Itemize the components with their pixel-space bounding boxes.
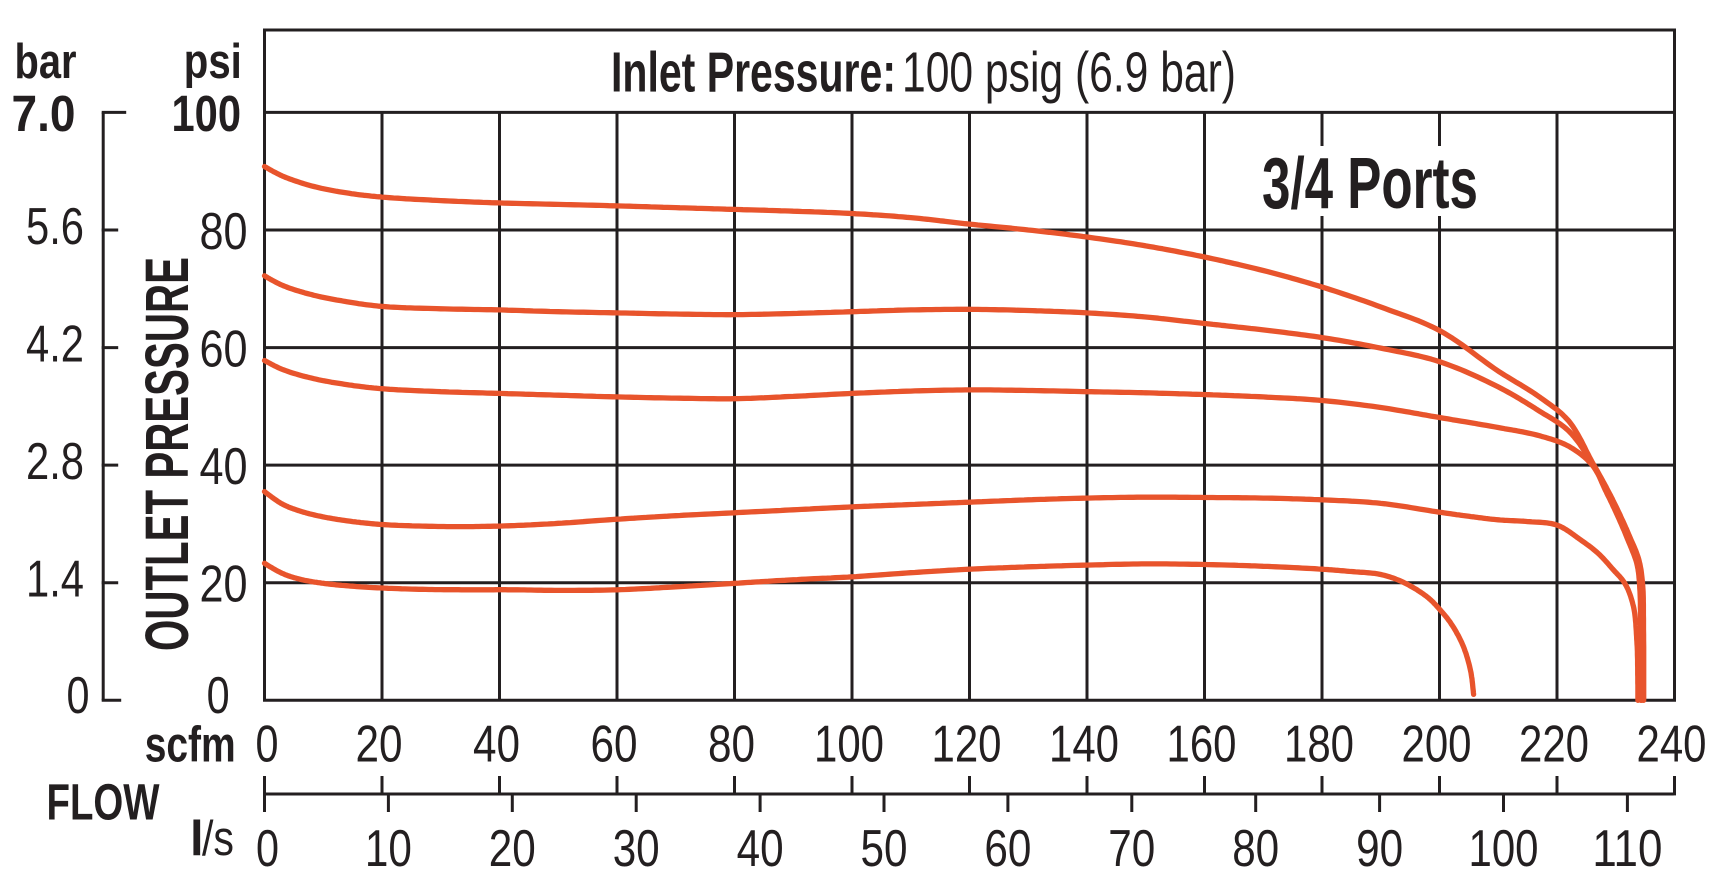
svg-text:0: 0 (256, 715, 279, 773)
svg-text:5.6: 5.6 (26, 197, 84, 255)
svg-text:240: 240 (1637, 715, 1707, 773)
svg-text:OUTLET PRESSURE: OUTLET PRESSURE (133, 257, 201, 651)
svg-text:100: 100 (1469, 819, 1539, 877)
svg-text:80: 80 (200, 202, 248, 260)
svg-text:140: 140 (1049, 715, 1119, 773)
svg-text:0: 0 (207, 666, 230, 724)
svg-text:160: 160 (1167, 715, 1237, 773)
svg-text:10: 10 (365, 819, 412, 877)
svg-text:80: 80 (1232, 819, 1279, 877)
svg-text:psi: psi (184, 35, 242, 89)
svg-text:bar: bar (15, 35, 77, 89)
svg-text:40: 40 (473, 715, 520, 773)
svg-text:30: 30 (613, 819, 660, 877)
svg-text:120: 120 (932, 715, 1002, 773)
svg-text:180: 180 (1284, 715, 1354, 773)
svg-text:100: 100 (814, 715, 884, 773)
svg-text:220: 220 (1519, 715, 1589, 773)
svg-text:Inlet Pressure:: Inlet Pressure: (611, 40, 896, 104)
svg-text:40: 40 (737, 819, 784, 877)
svg-text:110: 110 (1592, 819, 1662, 877)
svg-text:70: 70 (1108, 819, 1155, 877)
svg-text:80: 80 (708, 715, 755, 773)
svg-text:4.2: 4.2 (26, 315, 84, 373)
svg-text:FLOW: FLOW (47, 774, 161, 831)
svg-text:2.8: 2.8 (26, 432, 84, 490)
svg-text:l: l (190, 812, 204, 866)
svg-text:100: 100 (172, 85, 242, 142)
svg-text:3/4 Ports: 3/4 Ports (1262, 144, 1478, 224)
svg-text:1.4: 1.4 (26, 550, 84, 608)
svg-text:200: 200 (1402, 715, 1472, 773)
svg-text:60: 60 (200, 320, 248, 378)
svg-text:/s: /s (202, 812, 234, 866)
svg-text:scfm: scfm (145, 716, 236, 772)
svg-text:40: 40 (200, 437, 248, 495)
svg-text:20: 20 (489, 819, 536, 877)
svg-text:7.0: 7.0 (12, 85, 76, 142)
svg-text:60: 60 (591, 715, 638, 773)
svg-text:20: 20 (356, 715, 403, 773)
svg-text:90: 90 (1356, 819, 1403, 877)
svg-text:0: 0 (256, 819, 279, 877)
svg-text:20: 20 (200, 555, 248, 613)
svg-text:50: 50 (861, 819, 908, 877)
svg-text:60: 60 (984, 819, 1031, 877)
svg-text:100 psig (6.9 bar): 100 psig (6.9 bar) (902, 40, 1236, 104)
svg-text:0: 0 (67, 666, 90, 724)
